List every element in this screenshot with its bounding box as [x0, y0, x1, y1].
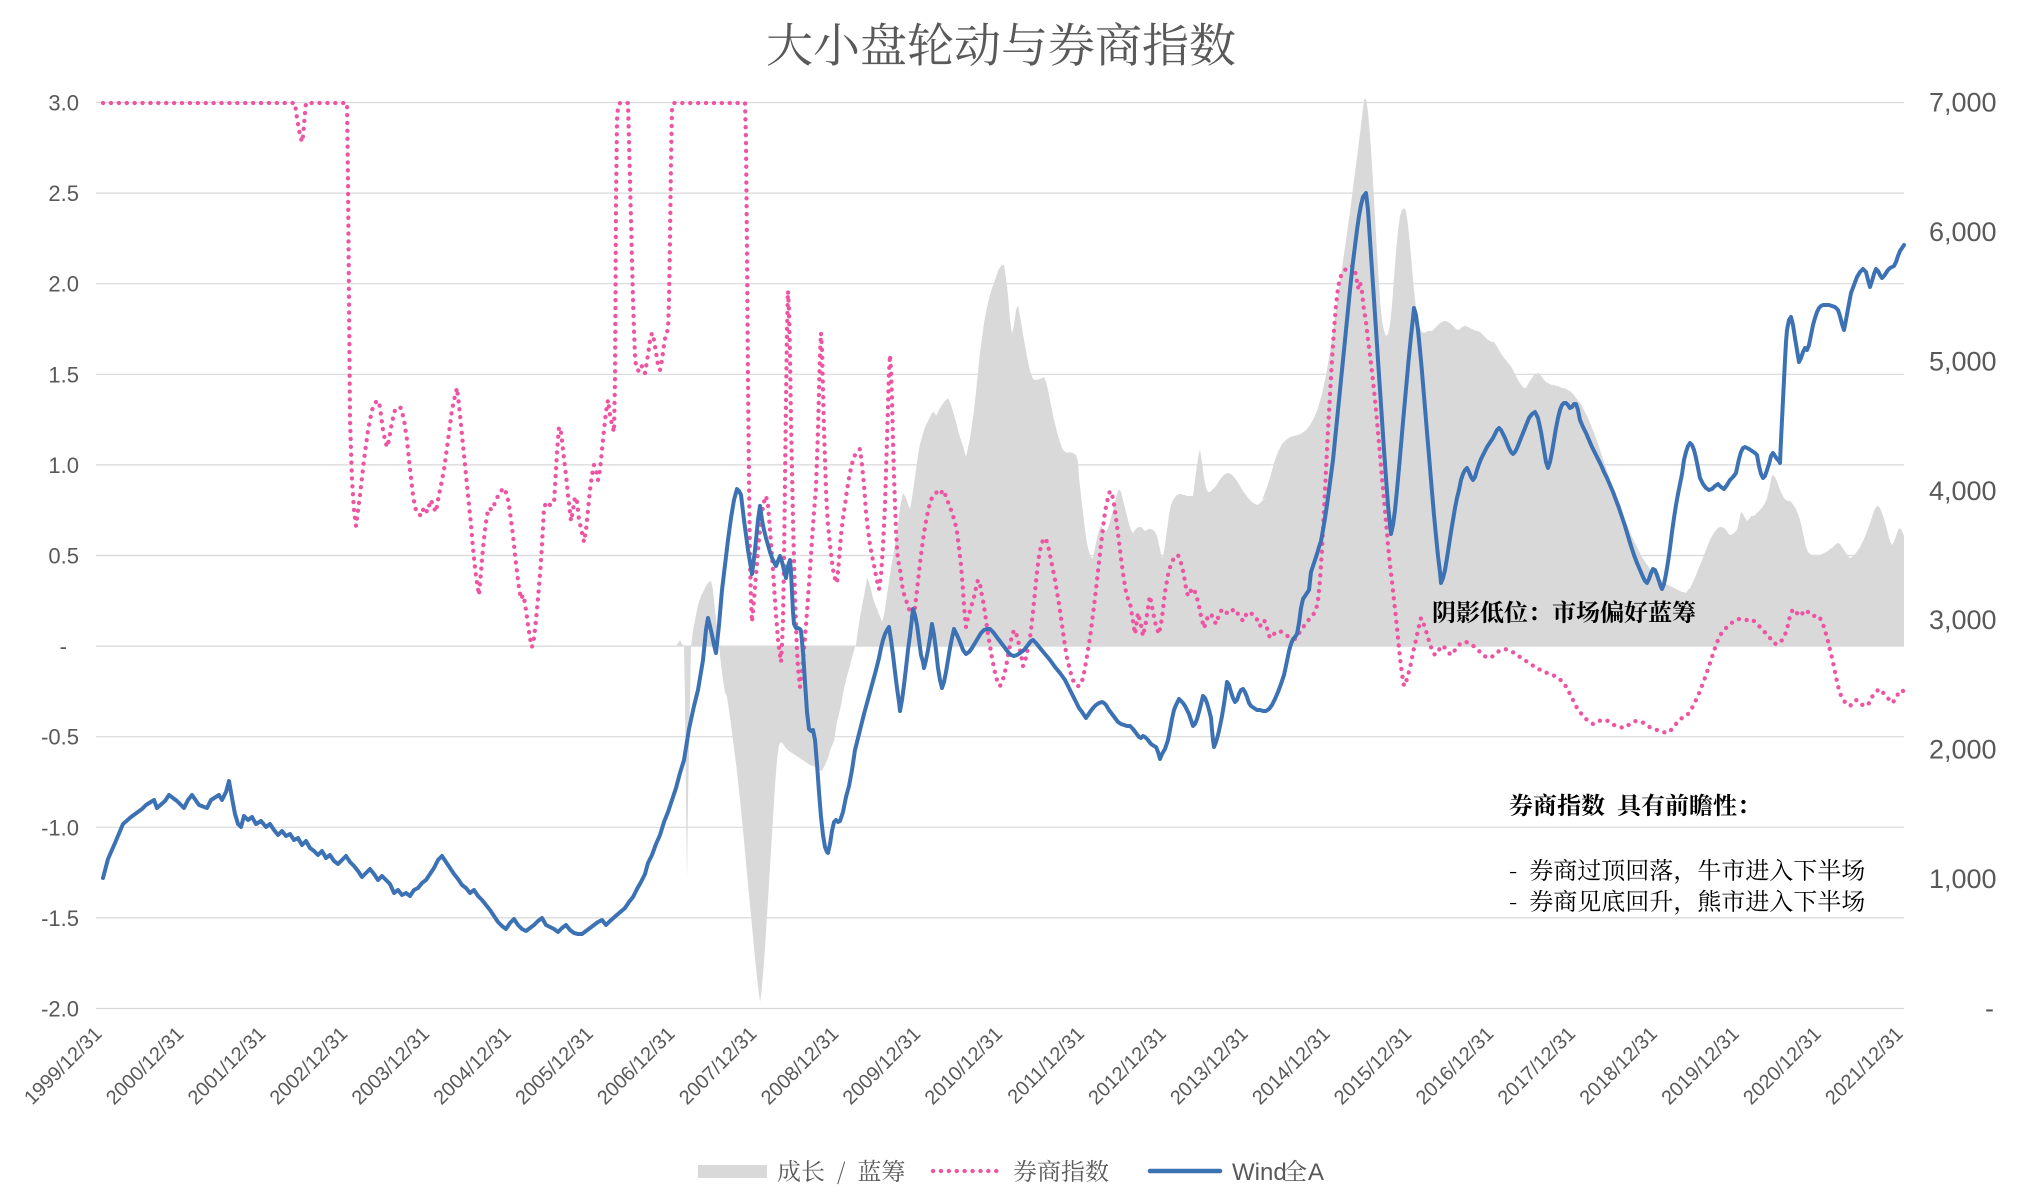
svg-text:2,000: 2,000 [1929, 735, 1997, 765]
svg-text:-0.5: -0.5 [41, 725, 79, 750]
svg-text:1.5: 1.5 [48, 362, 79, 387]
svg-text:0.5: 0.5 [48, 544, 79, 569]
svg-text:7,000: 7,000 [1929, 88, 1997, 118]
svg-text:3.0: 3.0 [48, 91, 79, 116]
svg-text:Wind: Wind [1232, 1159, 1287, 1186]
svg-text:A: A [1308, 1159, 1324, 1186]
svg-text:6,000: 6,000 [1929, 217, 1997, 247]
svg-text:-1.5: -1.5 [41, 906, 79, 931]
svg-text:1,000: 1,000 [1929, 864, 1997, 894]
svg-text:-: - [60, 634, 67, 659]
svg-text:3,000: 3,000 [1929, 605, 1997, 635]
svg-text:2.5: 2.5 [48, 181, 79, 206]
svg-text:-1.0: -1.0 [41, 815, 79, 840]
svg-text:-2.0: -2.0 [41, 997, 79, 1022]
svg-text:2.0: 2.0 [48, 272, 79, 297]
svg-text:-: - [1985, 994, 1994, 1024]
svg-text:1.0: 1.0 [48, 453, 79, 478]
svg-text:5,000: 5,000 [1929, 346, 1997, 376]
svg-text:4,000: 4,000 [1929, 476, 1997, 506]
